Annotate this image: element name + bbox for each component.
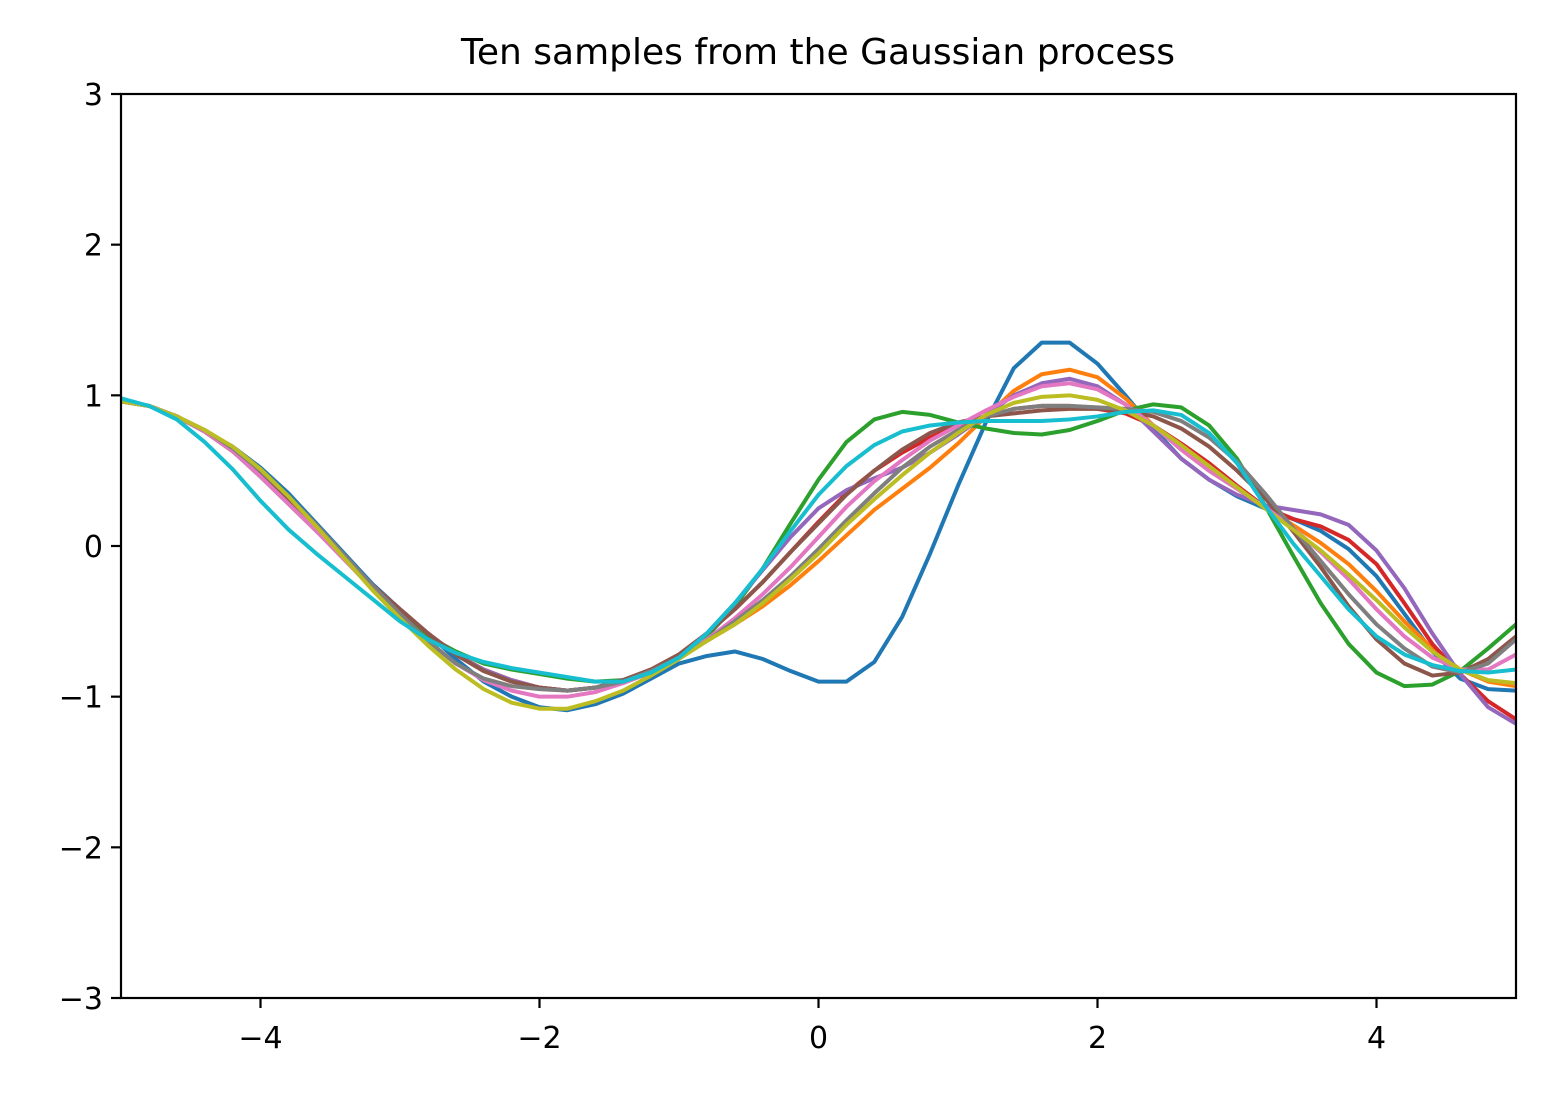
x-tick-label: −2	[517, 1021, 561, 1056]
series-line-8	[120, 399, 1518, 693]
y-tick-label: 3	[84, 78, 103, 113]
y-tick-label: −1	[59, 681, 103, 716]
x-tick-label: 4	[1367, 1021, 1386, 1056]
series-line-10	[120, 396, 1517, 684]
y-tick-label: 2	[84, 229, 103, 264]
y-tick-label: 1	[84, 379, 103, 414]
y-tick-label: −3	[59, 982, 103, 1017]
y-tick-label: −2	[59, 831, 103, 866]
series-line-9	[120, 393, 1517, 711]
y-tick-label: 0	[84, 530, 103, 565]
plot-area-frame	[119, 92, 1518, 1000]
x-tick-label: 0	[809, 1021, 828, 1056]
x-tick-label: −4	[238, 1021, 282, 1056]
ticks-layer: −4 −2 0 2 4 −3 −2 −1 0 1 2 3	[59, 78, 1386, 1056]
chart-title: Ten samples from the Gaussian process	[460, 32, 1175, 73]
x-tick-label: 2	[1088, 1021, 1107, 1056]
series-layer	[120, 340, 1518, 726]
